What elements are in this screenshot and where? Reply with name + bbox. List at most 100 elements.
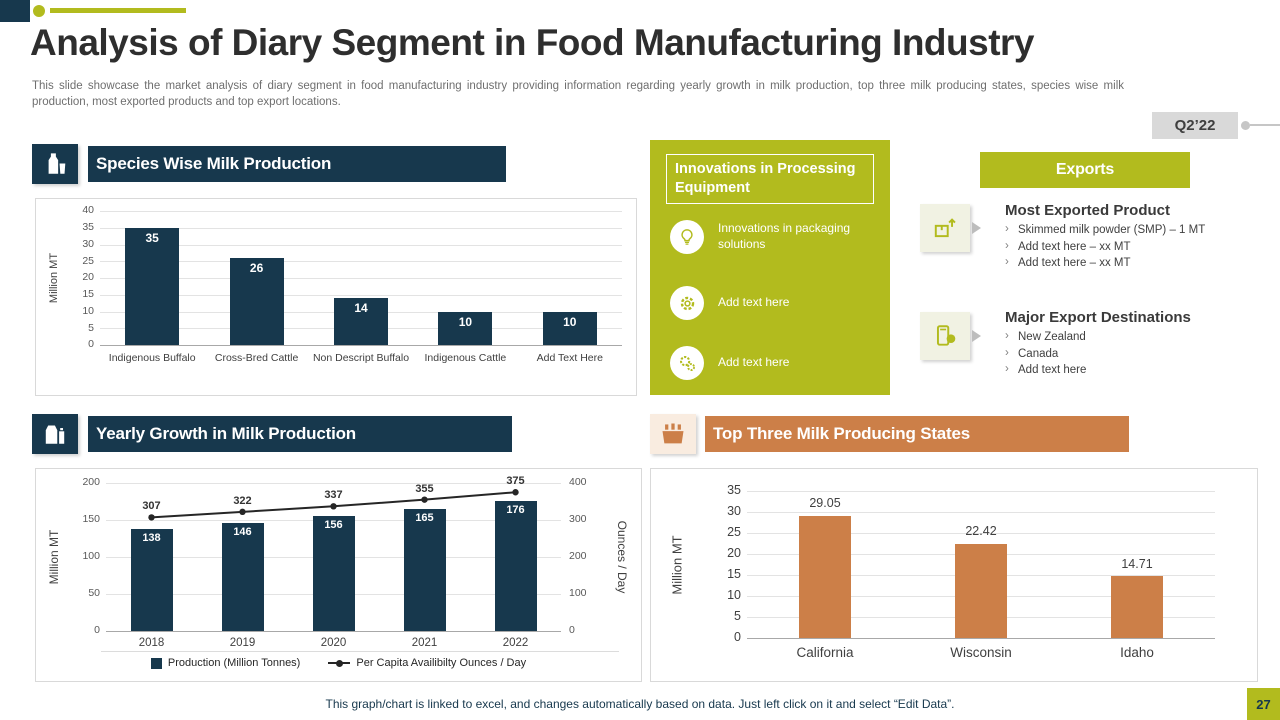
bar: 14 (334, 298, 388, 345)
gridline (747, 491, 1215, 492)
x-category-label: Indigenous Cattle (424, 352, 507, 364)
line-point-marker (512, 489, 519, 496)
x-category-label: Cross-Bred Cattle (214, 352, 299, 364)
bar (1111, 576, 1163, 638)
page-number-badge: 27 (1247, 688, 1280, 720)
top-states-chart[interactable]: Million MT 29.05 22.42 14.71 0 5 10 15 20 25 30 35 C… (650, 468, 1258, 682)
page-title: Analysis of Diary Segment in Food Manufa… (30, 22, 1035, 63)
list-item: Add text here (1005, 363, 1255, 376)
bar-value-label: 35 (145, 230, 159, 245)
package-export-icon-tile (920, 204, 970, 252)
x-category-label: 2018 (138, 637, 165, 649)
gridline (747, 512, 1215, 513)
y-tick-label-left: 100 (82, 550, 100, 562)
chart-legend: Production (Million Tonnes) Per Capita Av… (36, 657, 641, 669)
y-tick-label: 35 (727, 483, 741, 498)
y-tick-label-right: 200 (569, 550, 587, 562)
list-item: New Zealand (1005, 330, 1255, 343)
bar-value-label: 22.42 (965, 524, 997, 539)
bar-value-label: 10 (563, 314, 577, 329)
species-milk-production-chart[interactable]: Million MT 35 26 14 10 10 0 5 10 15 20 25 30 35 40 Indi… (35, 198, 637, 396)
accent-line (50, 8, 186, 13)
line-point-marker (421, 496, 428, 503)
y-tick-label: 30 (727, 504, 741, 519)
gridline (106, 483, 561, 484)
most-exported-product-title: Most Exported Product (1005, 202, 1171, 219)
major-export-destinations-list: New Zealand Canada Add text here (1005, 330, 1255, 381)
legend-item-per-capita: Per Capita Availibilty Ounces / Day (328, 657, 526, 669)
line-series (148, 489, 519, 521)
y-tick-label: 40 (82, 204, 94, 217)
gridline (747, 533, 1215, 534)
list-item: Add text here – xx MT (1005, 256, 1255, 269)
yearly-growth-chart[interactable]: Million MT Ounces / Day 138 146 156 165 176 307… (35, 468, 642, 682)
line-point-marker (148, 514, 155, 521)
major-export-destinations-title: Major Export Destinations (1005, 309, 1191, 326)
y-axis-title-right: Ounces / Day (615, 520, 629, 594)
corner-accent-bar (0, 0, 30, 22)
bar: 176 (494, 500, 537, 631)
yearly-section-header: Yearly Growth in Milk Production (88, 416, 512, 452)
bar-value-label: 138 (142, 531, 161, 544)
milk-crate-icon (662, 423, 684, 444)
y-tick-label: 20 (727, 546, 741, 561)
gridline (100, 227, 622, 229)
bar (955, 543, 1007, 638)
bar-value-label: 176 (506, 503, 525, 516)
y-tick-label-right: 0 (569, 624, 575, 636)
species-section-header: Species Wise Milk Production (88, 146, 506, 182)
y-tick-label: 15 (727, 567, 741, 582)
bar-value-label: 156 (324, 518, 343, 531)
gridline (100, 278, 622, 279)
list-item: Add text here – xx MT (1005, 240, 1255, 253)
bar-value-label: 14.71 (1121, 556, 1153, 571)
bar: 10 (542, 311, 597, 345)
innovation-item-label: Innovations in packaging solutions (718, 221, 851, 251)
accent-dot (33, 5, 45, 17)
y-axis-title: Million MT (669, 534, 685, 595)
line-value-label: 337 (324, 489, 343, 502)
x-category-label: Idaho (1120, 645, 1154, 660)
y-tick-label-right: 300 (569, 513, 587, 525)
line-point-marker (239, 508, 246, 516)
milk-products-icon (45, 425, 65, 444)
y-tick-label-left: 200 (82, 476, 100, 488)
bar: 138 (130, 528, 173, 631)
y-tick-label: 15 (82, 288, 94, 301)
x-category-label: Add Text Here (536, 352, 603, 364)
line-value-label: 307 (142, 500, 161, 513)
bar (799, 516, 851, 638)
bar: 156 (312, 515, 355, 631)
gears-icon (670, 346, 704, 380)
package-export-icon (934, 218, 956, 238)
bar-value-label: 29.05 (809, 496, 841, 511)
gear-icon (670, 286, 704, 320)
gridline (100, 261, 622, 263)
exports-section-header: Exports (980, 152, 1190, 188)
plot-area: 138 146 156 165 176 307 322 337 355 375 (106, 475, 561, 632)
y-tick-label: 5 (734, 609, 741, 624)
species-icon-tile (32, 144, 78, 184)
bar: 35 (125, 227, 180, 345)
plot-area: 35 26 14 10 10 (100, 211, 622, 346)
y-tick-label-left: 150 (82, 513, 100, 525)
list-item: Canada (1005, 347, 1255, 360)
legend-separator (101, 651, 619, 652)
mobile-payment-icon (936, 325, 956, 346)
y-axis-title-left: Million MT (47, 529, 61, 585)
line-value-label: 375 (506, 475, 525, 488)
y-tick-label: 10 (82, 304, 94, 317)
bar: 26 (229, 257, 284, 345)
legend-bar-swatch (150, 657, 162, 669)
bar-value-label: 165 (415, 511, 434, 524)
lightbulb-icon (670, 220, 704, 254)
y-tick-label: 35 (82, 221, 94, 234)
y-tick-label: 10 (727, 588, 741, 603)
innovations-title: Innovations in Processing Equipment (666, 154, 874, 204)
legend-label: Production (Million Tonnes) (167, 657, 301, 669)
gridline (100, 244, 622, 246)
y-tick-label: 30 (82, 237, 94, 250)
footer-note: This graph/chart is linked to excel, and… (325, 697, 955, 711)
y-axis-title: Million MT (48, 252, 60, 304)
x-category-label: 2019 (229, 637, 256, 649)
